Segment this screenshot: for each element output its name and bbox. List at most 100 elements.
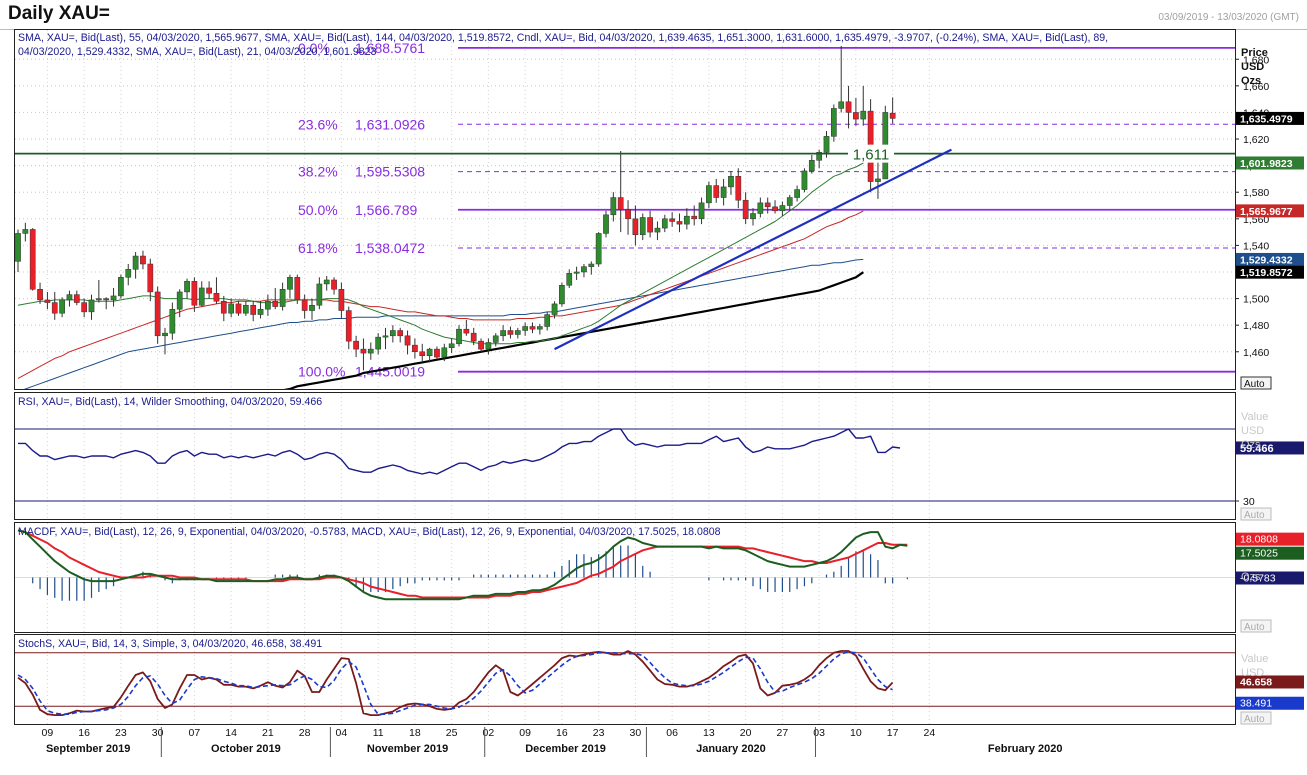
candle-body — [154, 291, 161, 337]
candle-body — [529, 326, 536, 330]
candle-body — [603, 214, 609, 234]
price-panel-frame — [14, 29, 1236, 390]
candle-body — [404, 335, 411, 346]
candle-body — [375, 336, 381, 350]
candle-body — [845, 101, 852, 113]
y-axes: 1,4601,4801,5001,5201,5401,5601,5801,600… — [1235, 54, 1304, 710]
candle-body — [625, 209, 631, 220]
candle-body — [37, 289, 43, 301]
candle-body — [853, 112, 859, 120]
macd-value-tag — [1236, 546, 1304, 560]
rsi-line — [18, 428, 901, 475]
candle-body — [786, 197, 793, 206]
candle-body — [257, 308, 264, 315]
x-day-label: 23 — [115, 727, 127, 739]
price-last-value-tag — [1236, 252, 1304, 266]
sma144-line — [283, 271, 864, 389]
candle-body — [500, 330, 506, 337]
candle-body — [448, 343, 455, 349]
x-day-label: 28 — [299, 727, 311, 739]
stoch-d-tag — [1236, 696, 1304, 710]
candle-body — [537, 326, 543, 330]
candle-body — [706, 185, 712, 204]
x-day-label: 10 — [850, 727, 862, 739]
x-month-label: September 2019 — [46, 743, 130, 755]
macd-signal-tag — [1236, 532, 1304, 546]
candle-body — [478, 340, 484, 350]
candle-body — [81, 302, 88, 313]
rsi-axis-header-unit: Ozs — [1241, 439, 1261, 451]
macd-auto-label: Auto — [1244, 622, 1265, 633]
rsi-series — [15, 428, 1235, 502]
fib-pct-label: 23.6% — [298, 116, 338, 132]
candle-body — [831, 108, 837, 137]
stoch-k-tag-text: 46.658 — [1240, 676, 1272, 688]
x-day-label: 06 — [666, 727, 678, 739]
x-day-label: 23 — [593, 727, 605, 739]
candle-body — [647, 217, 653, 233]
candle-body — [390, 330, 396, 337]
x-day-label: 13 — [703, 727, 715, 739]
x-day-label: 03 — [813, 727, 825, 739]
price-tick-label: 1,580 — [1243, 187, 1269, 199]
candle-body — [73, 294, 80, 303]
candle-body — [301, 299, 308, 311]
candle-body — [794, 189, 800, 198]
price-last-value-text: 1,519.8572 — [1240, 267, 1293, 279]
candle-body — [323, 279, 330, 285]
fib-value-label: 1,538.0472 — [355, 240, 425, 256]
fibonacci-levels: 0.0% 1,688.5761 23.6% 1,631.0926 38.2% 1,595.… — [298, 40, 1235, 380]
candle-body — [551, 303, 558, 315]
rsi-auto-label: Auto — [1244, 510, 1265, 521]
date-range: 03/09/2019 - 13/03/2020 (GMT) — [1158, 12, 1299, 23]
candle-body — [265, 300, 271, 310]
candle-body — [816, 152, 822, 161]
gridlines — [15, 30, 1235, 724]
candle-body — [22, 229, 29, 234]
candle-body — [507, 330, 514, 335]
candle-body — [331, 279, 337, 290]
candle-body — [470, 332, 477, 342]
rsi-last-value-text: 59.466 — [1240, 443, 1274, 455]
candle-body — [720, 186, 727, 198]
candle-body — [287, 277, 293, 290]
price-auto-button[interactable]: Auto — [1240, 376, 1272, 390]
candle-body — [588, 263, 595, 267]
candle-body — [522, 326, 528, 331]
x-axis: 09 16 23 30 07 14 21 28 04 11 18 25 02 09 16 23 30 06 13 20… — [42, 727, 1063, 757]
x-month-label: February 2020 — [988, 743, 1063, 755]
fib-value-label: 1,566.789 — [355, 202, 417, 218]
candle-body — [514, 330, 521, 335]
candle-body — [118, 277, 124, 297]
candle-body — [573, 271, 580, 274]
candle-body — [654, 227, 661, 233]
x-day-label: 04 — [336, 727, 348, 739]
candle-body — [140, 255, 146, 265]
price-legend-line1: SMA, XAU=, Bid(Last), 55, 04/03/2020, 1,… — [18, 32, 1108, 44]
candle-body — [661, 218, 668, 229]
x-day-label: 21 — [262, 727, 274, 739]
candle-body — [176, 291, 183, 310]
macd-axis-header-unit: Ozs — [1241, 571, 1261, 583]
price-axis-header-unit: Ozs — [1241, 75, 1261, 87]
candle-body — [728, 176, 734, 188]
candle-body — [757, 202, 764, 214]
candle-body — [243, 304, 249, 314]
candle-body — [823, 136, 830, 153]
stoch-d-tag-text: 38.491 — [1240, 698, 1272, 710]
candle-body — [566, 273, 573, 286]
candle-body — [198, 287, 205, 306]
fib-value-label: 1,445.0019 — [355, 364, 425, 380]
candle-body — [294, 277, 301, 301]
macd-signal-tag-text: 18.0808 — [1240, 534, 1278, 546]
candle-body — [735, 176, 742, 201]
price-legend-line2: 04/03/2020, 1,529.4332, SMA, XAU=, Bid(L… — [18, 46, 376, 58]
rsi-auto-button[interactable]: Auto — [1240, 507, 1272, 521]
candle-body — [485, 342, 492, 350]
candle-body — [544, 314, 551, 327]
macd-auto-button[interactable]: Auto — [1240, 619, 1272, 633]
macd-series — [15, 529, 1235, 601]
stoch-auto-button[interactable]: Auto — [1240, 711, 1272, 725]
candle-body — [632, 218, 639, 236]
stoch-auto-label: Auto — [1244, 714, 1265, 725]
